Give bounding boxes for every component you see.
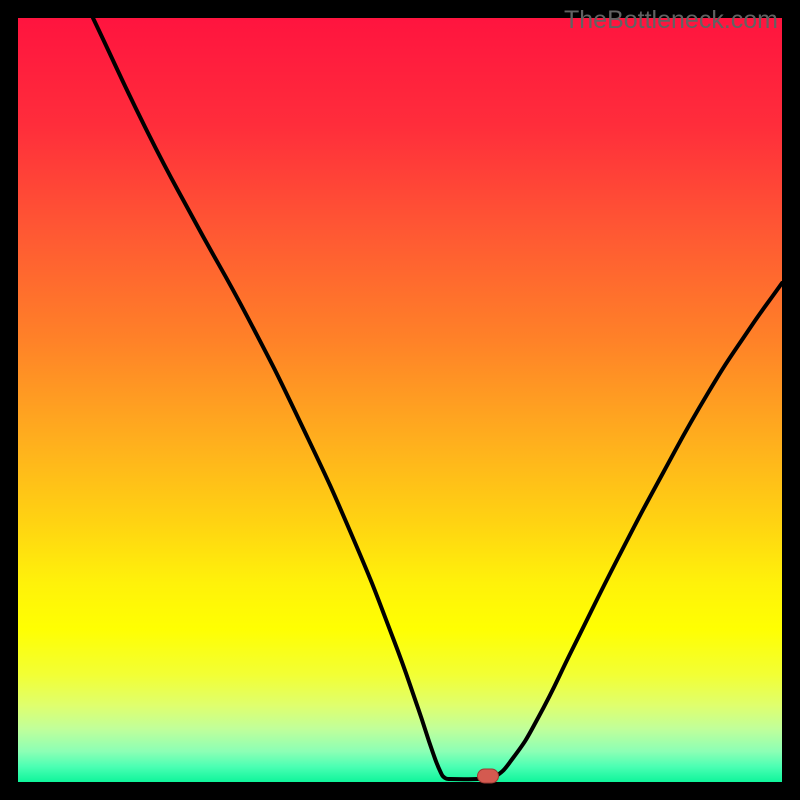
chart-container: TheBottleneck.com (0, 0, 800, 800)
plot-area (18, 18, 782, 782)
curve-path (93, 18, 782, 780)
marker-pill (478, 769, 499, 783)
watermark-text: TheBottleneck.com (564, 6, 778, 35)
current-config-marker (477, 769, 499, 784)
bottleneck-curve (18, 18, 782, 782)
